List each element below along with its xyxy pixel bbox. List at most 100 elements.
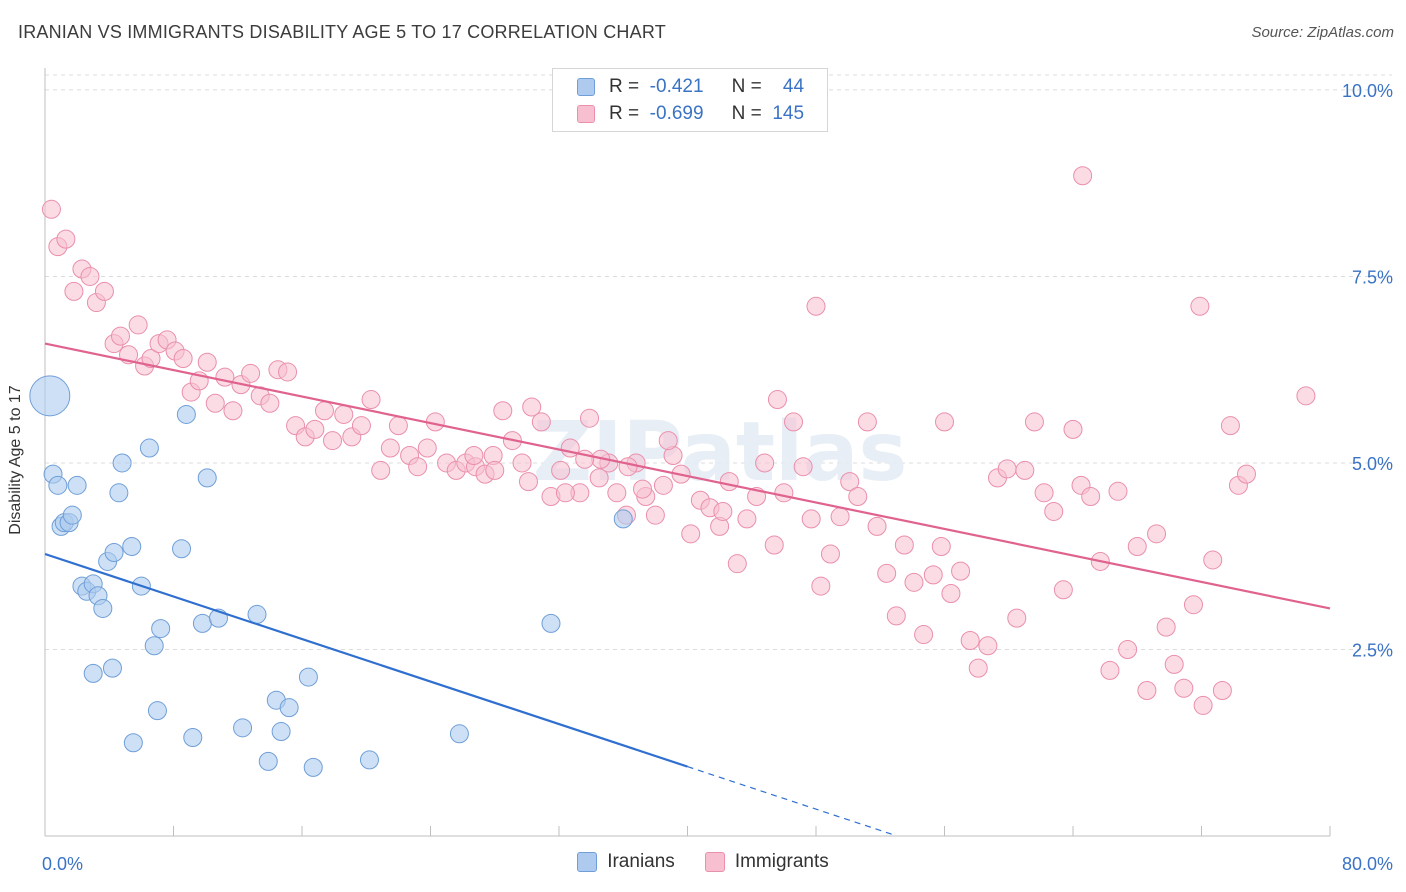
- immigrants-point: [840, 472, 860, 492]
- immigrants-point: [305, 419, 325, 439]
- immigrants-point: [1190, 296, 1210, 316]
- iranians-point: [192, 613, 212, 633]
- immigrants-point: [110, 326, 130, 346]
- iranians-point: [62, 505, 82, 525]
- immigrants-point: [56, 229, 76, 249]
- immigrants-point: [857, 412, 877, 432]
- immigrants-point: [1174, 678, 1194, 698]
- immigrants-point: [1024, 412, 1044, 432]
- immigrants-point: [806, 296, 826, 316]
- iranians-point: [104, 542, 124, 562]
- immigrants-point: [1015, 460, 1035, 480]
- iranians-point: [183, 728, 203, 748]
- iranians-point: [541, 613, 561, 633]
- immigrants-point: [560, 438, 580, 458]
- x-tick-label: 80.0%: [1342, 854, 1393, 874]
- immigrants-point: [914, 625, 934, 645]
- immigrants-point: [314, 401, 334, 421]
- immigrants-point: [555, 483, 575, 503]
- immigrants-point: [867, 516, 887, 536]
- immigrants-point: [380, 438, 400, 458]
- immigrants-point: [580, 408, 600, 428]
- immigrants-point: [205, 393, 225, 413]
- immigrants-point: [653, 475, 673, 495]
- immigrants-point: [1164, 654, 1184, 674]
- immigrants-point: [951, 561, 971, 581]
- legend-item-iranians: Iranians: [577, 851, 675, 873]
- iranians-point: [109, 483, 129, 503]
- immigrants-point: [877, 563, 897, 583]
- immigrants-point: [1118, 639, 1138, 659]
- immigrants-point: [80, 266, 100, 286]
- iranians-point: [247, 604, 267, 624]
- immigrants-point: [774, 483, 794, 503]
- immigrants-point: [1007, 608, 1027, 628]
- y-tick-label: 7.5%: [1352, 267, 1393, 287]
- immigrants-point: [128, 315, 148, 335]
- immigrants-point: [1193, 695, 1213, 715]
- iranians-point: [93, 598, 113, 618]
- immigrants-point: [388, 416, 408, 436]
- y-tick-label: 2.5%: [1352, 640, 1393, 660]
- y-tick-label: 5.0%: [1352, 454, 1393, 474]
- iranians-point: [48, 475, 68, 495]
- correlation-legend: R = -0.421 N = 44 R = -0.699 N = 145: [552, 68, 828, 132]
- immigrants-point: [935, 412, 954, 432]
- iranians-point: [122, 537, 142, 557]
- chart-title: IRANIAN VS IMMIGRANTS DISABILITY AGE 5 T…: [18, 22, 666, 42]
- immigrants-point: [801, 509, 821, 529]
- immigrants-point: [551, 460, 571, 480]
- immigrants-point: [464, 446, 484, 465]
- immigrants-point: [408, 457, 428, 477]
- immigrants-point: [1108, 481, 1128, 501]
- immigrants-point: [1296, 386, 1316, 406]
- immigrants-point: [1203, 550, 1223, 570]
- immigrants-point: [1044, 501, 1064, 521]
- immigrants-point: [820, 544, 840, 564]
- n-value: 44: [782, 76, 805, 97]
- immigrants-point: [618, 457, 638, 477]
- immigrants-point: [681, 524, 701, 544]
- immigrants-point: [1073, 166, 1093, 186]
- immigrants-point: [960, 631, 980, 651]
- iranians-trend-extension: [687, 766, 897, 837]
- iranians-point: [139, 438, 159, 458]
- iranians-point: [29, 375, 71, 417]
- immigrants-point: [417, 438, 437, 458]
- immigrants-point: [94, 281, 114, 301]
- immigrants-point: [518, 472, 538, 492]
- immigrants-point: [830, 507, 850, 527]
- immigrants-point: [1147, 524, 1167, 544]
- r-value: -0.699: [649, 103, 704, 124]
- immigrants-point: [223, 401, 243, 421]
- immigrants-point: [894, 535, 914, 555]
- iranians-trend-line: [44, 552, 688, 768]
- iranians-swatch: [577, 78, 595, 96]
- immigrants-point: [323, 431, 343, 451]
- iranians-point: [613, 509, 633, 529]
- iranians-point: [197, 468, 217, 488]
- immigrants-point: [1220, 416, 1240, 436]
- immigrants-point: [904, 572, 924, 592]
- immigrants-point: [931, 537, 951, 557]
- iranians-point: [144, 636, 164, 656]
- immigrants-point: [64, 281, 84, 301]
- iranians-point: [359, 750, 379, 770]
- immigrants-point: [968, 658, 988, 678]
- immigrants-point: [923, 565, 943, 585]
- immigrants-point: [1053, 580, 1073, 600]
- immigrants-point: [493, 401, 513, 421]
- immigrants-point: [512, 453, 532, 473]
- iranians-point: [279, 698, 299, 718]
- immigrants-point: [727, 554, 747, 574]
- x-tick-label: 0.0%: [42, 854, 83, 874]
- iranians-point: [102, 658, 122, 678]
- immigrants-point: [784, 412, 804, 432]
- immigrants-swatch: [704, 852, 725, 872]
- immigrants-point: [215, 367, 235, 387]
- immigrants-point: [371, 460, 391, 480]
- immigrants-point: [141, 349, 161, 369]
- immigrants-point: [1063, 419, 1083, 439]
- immigrants-point: [755, 453, 775, 473]
- immigrants-point: [941, 584, 961, 604]
